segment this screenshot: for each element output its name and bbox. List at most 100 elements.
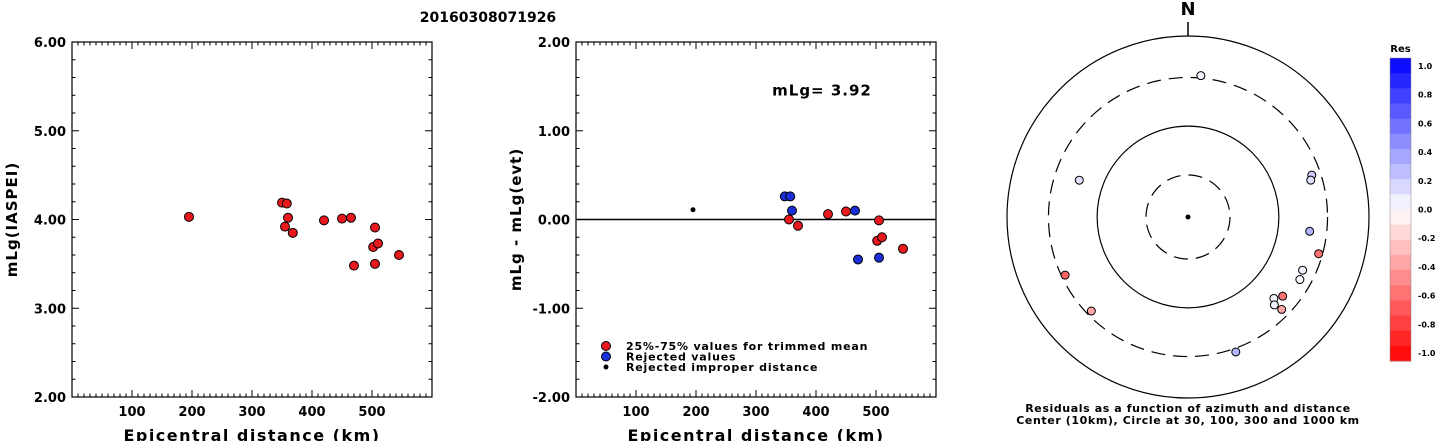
colorbar-tick-label: 0.2 [1418,177,1432,186]
data-point [281,198,292,209]
colorbar-segment [1390,209,1411,226]
data-point [373,238,383,249]
colorbar-segment [1390,315,1411,332]
legend-marker [603,364,609,370]
data-point [346,212,356,223]
figure-title: 20160308071926 [420,10,556,26]
residual-point [1231,347,1241,357]
colorbar-frame [1389,57,1412,362]
mlg-annotation: mLg= 3.92 [772,81,872,99]
data-point [898,243,908,254]
colorbar-segment [1390,270,1411,286]
x-tick-label: 500 [358,405,385,420]
data-point [349,260,359,271]
residual-point [1278,291,1288,301]
colorbar-segment [1390,103,1411,120]
y-tick-label: 4.00 [34,214,66,229]
data-point [793,220,803,231]
residual-point [1086,306,1096,316]
x-tick-label: 300 [238,405,265,420]
legend-marker [601,341,611,351]
plot-frame [71,41,433,398]
residual-point [1295,275,1305,285]
x-axis-label: Epicentral distance (km) [123,426,380,441]
residual-colorbar: Res 1.0 0.8 0.6 0.4 0.2 0.0 -0.2 -0.4 -0.6 -0.8 -1.… [1389,44,1436,362]
colorbar-segment [1390,345,1411,362]
colorbar-segment [1390,300,1411,317]
colorbar-segment [1390,224,1411,241]
data-point [874,215,884,226]
colorbar-segment [1390,164,1411,180]
colorbar-segment [1390,58,1411,74]
colorbar-tick-label: -1.0 [1418,349,1436,358]
residual-point [1277,304,1287,314]
data-point [394,250,404,260]
distance-ring-30km [1145,174,1231,260]
colorbar-segment [1390,285,1411,301]
colorbar-tick-label: -0.2 [1418,234,1436,243]
residual-point [1196,71,1206,81]
colorbar-segment [1390,148,1411,165]
colorbar-tick-label: -0.4 [1418,263,1436,272]
y-axis-label: mLg - mLg(evt) [507,148,525,291]
data-point [874,252,884,263]
y-tick-label: 1.00 [538,125,570,140]
polar-caption-line1: Residuals as a function of azimuth and d… [1025,402,1351,415]
polar-caption-line2: Center (10km), Circle at 30, 100, 300 an… [1016,414,1360,427]
distance-ring-100km [1096,125,1280,309]
data-point [850,205,860,216]
data-point [370,222,380,233]
x-tick-label: 100 [622,405,649,420]
x-tick-label: 200 [178,405,205,420]
colorbar-segment [1390,179,1411,195]
x-tick-label: 300 [742,405,769,420]
colorbar-tick-label: 0.4 [1418,148,1433,157]
center-dot [1185,214,1191,220]
colorbar-tick-label: -0.6 [1418,292,1436,301]
data-point [841,206,851,217]
y-tick-label: 5.00 [34,125,66,140]
colorbar-tick-label: 1.0 [1418,62,1433,71]
x-tick-label: 500 [862,405,889,420]
data-point [784,214,794,225]
data-point [787,205,797,216]
residual-point [1074,175,1084,185]
y-tick-label: 6.00 [34,36,66,51]
y-tick-label: -2.00 [533,391,570,406]
data-point [853,254,863,265]
x-tick-label: 400 [802,405,829,420]
data-point [370,258,380,269]
magnitude-vs-distance-panel: 100 200 300 400 500 2.00 3.00 4.00 5.00 6.00 Epice… [3,36,433,441]
x-axis-label: Epicentral distance (km) [627,426,884,441]
y-tick-label: 0.00 [538,214,570,229]
x-tick-label: 200 [682,405,709,420]
distance-ring-300km [1047,76,1329,358]
colorbar-tick-label: 0.8 [1418,91,1433,100]
colorbar-segment [1390,118,1411,135]
colorbar-segment [1390,194,1411,210]
data-point [690,207,696,213]
y-tick-label: 2.00 [34,391,66,406]
x-tick-label: 400 [298,405,325,420]
data-point [877,232,887,243]
colorbar-tick-label: 0.6 [1418,119,1433,128]
residual-point [1305,226,1315,236]
colorbar-tick-label: 0.0 [1418,206,1433,215]
colorbar-segment [1390,239,1411,256]
residual-point [1269,300,1279,310]
legend-label: 25%-75% values for trimmed mean [626,340,868,353]
data-point [319,215,329,226]
residual-point [1060,270,1070,280]
y-axis-label: mLg(IASPEI) [3,162,21,277]
legend-label: Rejected improper distance [626,361,818,374]
residual-point [1298,265,1308,275]
y-tick-label: 2.00 [538,36,570,51]
data-point [287,227,298,238]
colorbar-segment [1390,254,1411,271]
data-point [184,211,194,222]
data-point [337,213,347,224]
data-point [280,221,290,232]
legend-marker [601,351,611,362]
colorbar-segment [1390,73,1411,89]
